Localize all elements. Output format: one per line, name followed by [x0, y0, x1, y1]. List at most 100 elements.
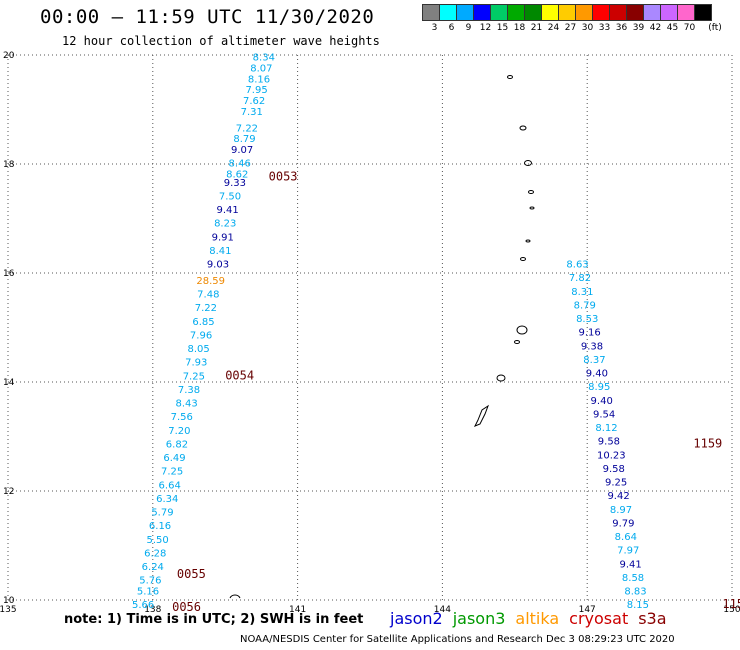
wave-height-label: 8.62 — [226, 170, 248, 181]
wave-height-label: 9.40 — [586, 369, 608, 380]
legend-label: 24 — [547, 23, 560, 33]
lon-tick-label: 138 — [144, 605, 161, 615]
island-guam — [473, 404, 490, 427]
legend-label: 12 — [479, 23, 492, 33]
wave-height-label: 8.83 — [624, 587, 646, 598]
island-shape — [528, 190, 534, 194]
wave-height-label: 8.79 — [574, 300, 596, 311]
color-legend: 3 6 9 12 15 18 21 24 27 30 33 36 39 42 45 70 (ft) — [422, 4, 722, 33]
wave-height-label: 8.41 — [209, 246, 231, 257]
page-title: 00:00 – 11:59 UTC 11/30/2020 — [40, 6, 375, 28]
wave-height-label: 7.22 — [236, 123, 258, 134]
wave-height-label: 8.12 — [595, 423, 617, 434]
credit-line: NOAA/NESDIS Center for Satellite Applica… — [240, 634, 675, 645]
wave-height-label: 6.34 — [156, 494, 178, 505]
wave-height-label: 9.41 — [216, 205, 238, 216]
legend-label: 9 — [465, 23, 472, 33]
legend-label: 36 — [615, 23, 628, 33]
wave-height-label: 9.16 — [578, 328, 600, 339]
lat-tick-label: 16 — [3, 269, 15, 279]
wave-height-label: 6.64 — [159, 480, 181, 491]
island-shape — [525, 239, 531, 243]
wave-height-label: 10.23 — [597, 450, 626, 461]
satellite-s3a: s3a — [638, 609, 667, 628]
island-shape — [524, 160, 532, 166]
lon-tick-label: 147 — [579, 605, 596, 615]
wave-height-label: 5.76 — [139, 576, 161, 587]
page-subtitle: 12 hour collection of altimeter wave hei… — [62, 34, 380, 48]
lat-tick-label: 18 — [3, 160, 15, 170]
wave-height-label: 9.79 — [612, 518, 634, 529]
wave-height-label: 7.25 — [161, 467, 183, 478]
wave-height-label: 8.58 — [622, 573, 644, 584]
legend-label: 42 — [649, 23, 662, 33]
wave-height-label: 9.03 — [207, 260, 229, 271]
wave-height-label: 8.37 — [583, 355, 605, 366]
wave-height-label: 7.56 — [171, 412, 193, 423]
wave-height-label: 6.28 — [144, 548, 166, 559]
legend-label: 33 — [598, 23, 611, 33]
wave-height-label: 7.22 — [195, 303, 217, 314]
wave-height-label: 8.05 — [188, 344, 210, 355]
wave-height-label: 7.25 — [183, 371, 205, 382]
wave-height-label: 8.95 — [588, 382, 610, 393]
island-shape — [229, 594, 241, 599]
wave-height-label: 8.15 — [627, 600, 649, 611]
lon-tick-label: 144 — [434, 605, 451, 615]
wave-height-label: 9.54 — [593, 409, 615, 420]
footer-note: note: 1) Time is in UTC; 2) SWH is in fe… — [64, 612, 364, 627]
wave-height-label: 28.59 — [196, 276, 225, 287]
lat-tick-label: 10 — [3, 596, 15, 606]
legend-swatches — [422, 4, 712, 21]
legend-label: 30 — [581, 23, 594, 33]
wave-height-label: 8.64 — [615, 532, 637, 543]
island-shape — [516, 325, 528, 335]
legend-labels: 3 6 9 12 15 18 21 24 27 30 33 36 39 42 45 70 (ft) — [422, 21, 722, 33]
lat-tick-label: 14 — [3, 378, 15, 388]
wave-height-label: 9.42 — [607, 491, 629, 502]
lat-tick-label: 20 — [3, 51, 15, 61]
wave-height-label: 7.82 — [569, 273, 591, 284]
wave-height-label: 8.31 — [571, 287, 593, 298]
time-label: 0053 — [269, 169, 298, 183]
island-shape — [514, 340, 520, 344]
wave-height-label: 9.33 — [224, 178, 246, 189]
wave-height-label: 9.25 — [605, 478, 627, 489]
legend-label: 18 — [513, 23, 526, 33]
wave-height-label: 8.23 — [214, 219, 236, 230]
legend-label: 21 — [530, 23, 543, 33]
wave-height-label: 7.31 — [241, 107, 263, 118]
wave-height-label: 5.16 — [137, 587, 159, 598]
wave-height-label: 7.62 — [243, 96, 265, 107]
wave-height-label: 5.66 — [132, 600, 154, 611]
wave-height-label: 9.38 — [581, 341, 603, 352]
island-shape — [519, 125, 527, 131]
wave-height-label: 8.97 — [610, 505, 632, 516]
time-label: 1159 — [693, 436, 722, 450]
island-shape — [496, 374, 506, 382]
island-shape — [520, 257, 526, 261]
legend-label: 15 — [496, 23, 509, 33]
wave-height-label: 5.50 — [146, 535, 168, 546]
lon-tick-label: 141 — [289, 605, 306, 615]
wave-height-label: 9.07 — [231, 145, 253, 156]
wave-height-label: 6.16 — [149, 521, 171, 532]
wave-height-label: 7.96 — [190, 330, 212, 341]
legend-unit: (ft) — [708, 23, 722, 33]
satellite-jason3: jason3 — [452, 609, 506, 628]
satellite-altika: altika — [515, 609, 560, 628]
legend-label: 70 — [683, 23, 696, 33]
satellite-cryosat: cryosat — [569, 609, 629, 628]
wave-height-label: 8.79 — [233, 134, 255, 145]
time-label: 115 — [722, 597, 740, 611]
wave-height-label: 8.53 — [576, 314, 598, 325]
wave-height-label: 6.85 — [192, 317, 214, 328]
lon-tick-label: 150 — [723, 605, 740, 615]
wave-height-label: 9.91 — [212, 232, 234, 243]
satellite-legend: jason2 jason3 altika cryosat s3a — [390, 609, 677, 628]
time-label: 0054 — [225, 368, 254, 382]
island-shape — [507, 75, 513, 79]
legend-label: 6 — [448, 23, 455, 33]
legend-label: 45 — [666, 23, 679, 33]
